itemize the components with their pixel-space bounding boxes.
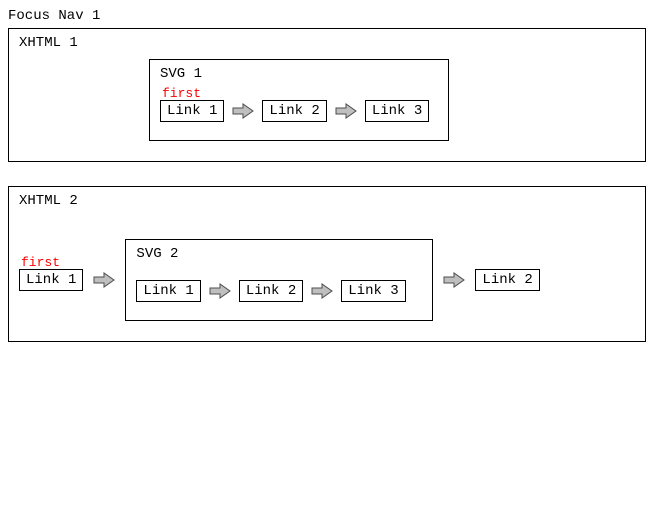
arrow-right-icon xyxy=(335,103,357,119)
arrow-right-icon xyxy=(311,283,333,299)
svg-1-label: SVG 1 xyxy=(160,66,438,82)
panel-xhtml-2: XHTML 2 first Link 1 SVG 2 Link 1 Link 2… xyxy=(8,186,646,342)
arrow-right-icon xyxy=(232,103,254,119)
first-label: first xyxy=(162,86,201,101)
link-3: Link 3 xyxy=(365,100,429,122)
diagram-title: Focus Nav 1 xyxy=(8,8,646,24)
svg-2-label: SVG 2 xyxy=(136,246,422,262)
link-node: first Link 1 xyxy=(19,272,83,288)
arrow-right-icon xyxy=(443,272,465,288)
outer-link-1: Link 1 xyxy=(19,269,83,291)
link-2: Link 2 xyxy=(262,100,326,122)
outer-link-2: Link 2 xyxy=(475,269,539,291)
panel-xhtml-1: XHTML 1 SVG 1 first Link 1 Link 2 Link 3 xyxy=(8,28,646,162)
svg-2-link-row: Link 1 Link 2 Link 3 xyxy=(136,280,422,302)
inner-link-2: Link 2 xyxy=(239,280,303,302)
panel-2-row: first Link 1 SVG 2 Link 1 Link 2 Link 3 … xyxy=(19,239,635,321)
svg-1-container: SVG 1 first Link 1 Link 2 Link 3 xyxy=(149,59,449,141)
first-label: first xyxy=(21,255,60,270)
inner-link-3: Link 3 xyxy=(341,280,405,302)
panel-2-label: XHTML 2 xyxy=(19,193,635,209)
panel-1-label: XHTML 1 xyxy=(19,35,635,51)
arrow-right-icon xyxy=(93,272,115,288)
inner-link-1: Link 1 xyxy=(136,280,200,302)
link-node: first Link 1 xyxy=(160,103,224,119)
svg-2-container: SVG 2 Link 1 Link 2 Link 3 xyxy=(125,239,433,321)
arrow-right-icon xyxy=(209,283,231,299)
svg-1-link-row: first Link 1 Link 2 Link 3 xyxy=(160,100,438,122)
link-1: Link 1 xyxy=(160,100,224,122)
